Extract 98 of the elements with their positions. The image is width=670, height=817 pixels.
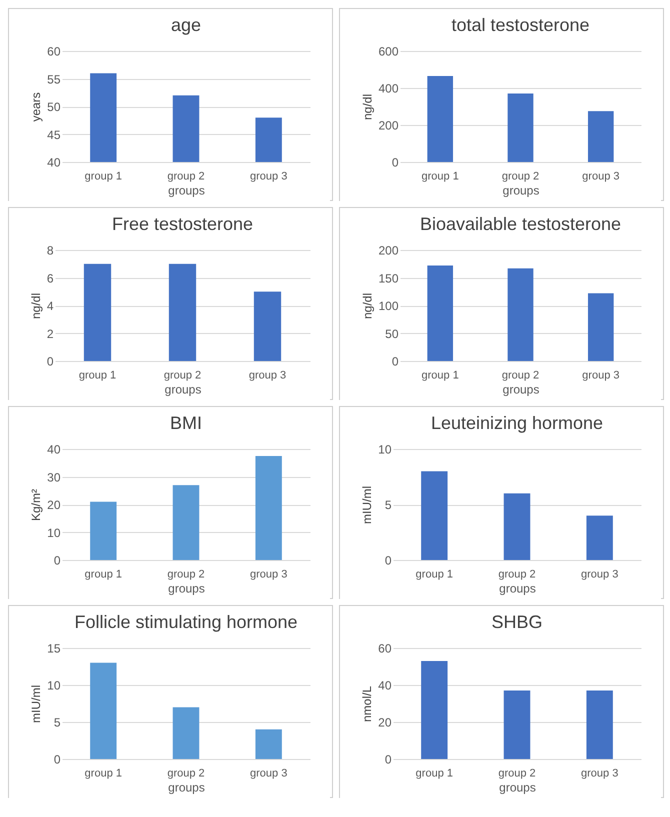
y-tick-label: 45 <box>47 128 61 142</box>
bar <box>427 266 454 361</box>
chart-title: Follicle stimulating hormone <box>74 612 298 632</box>
y-axis-title: mIU/ml <box>360 486 374 524</box>
y-tick-label: 40 <box>47 442 61 456</box>
y-tick-label: 10 <box>47 678 61 692</box>
x-tick-label: group 2 <box>167 170 205 182</box>
y-tick-label: 0 <box>384 554 392 568</box>
x-tick-label: group 1 <box>84 170 122 182</box>
x-axis-title: groups <box>168 184 205 198</box>
y-tick-label: 150 <box>378 271 399 286</box>
x-tick-label: group 1 <box>84 768 122 780</box>
x-axis-title: groups <box>499 780 536 794</box>
chart-title: Bioavailable testosterone <box>420 214 622 234</box>
x-tick-label: group 3 <box>581 768 618 780</box>
y-tick-label: 55 <box>47 72 61 86</box>
y-tick-label: 200 <box>378 244 399 258</box>
y-tick-label: 0 <box>392 156 399 170</box>
y-tick-label: 30 <box>47 470 61 484</box>
chart-title: Leuteinizing hormone <box>430 413 604 433</box>
bar <box>508 268 534 361</box>
y-tick-label: 0 <box>392 354 399 368</box>
x-tick-label: group 2 <box>164 370 202 382</box>
y-tick-label: 50 <box>47 100 61 114</box>
x-axis-title: groups <box>168 582 205 596</box>
bar <box>172 485 200 560</box>
y-axis-title: mIU/ml <box>29 685 44 723</box>
bar <box>586 516 613 560</box>
y-tick-label: 5 <box>54 716 61 730</box>
x-axis-title: groups <box>499 582 536 596</box>
bar <box>172 707 200 759</box>
x-tick-label: group 3 <box>582 370 620 382</box>
chart-title: Free testosterone <box>112 214 254 234</box>
x-tick-label: group 3 <box>250 170 288 182</box>
x-axis-title: groups <box>502 382 540 396</box>
y-tick-label: 50 <box>385 326 399 341</box>
x-tick-label: group 1 <box>422 370 459 382</box>
y-tick-label: 0 <box>384 752 392 766</box>
y-axis-title: ng/dl <box>28 292 43 320</box>
chart-title: BMI <box>170 413 202 433</box>
x-tick-label: group 1 <box>416 568 453 580</box>
y-axis-title: ng/dl <box>360 94 374 120</box>
bar <box>427 76 454 162</box>
bar <box>588 111 614 162</box>
chart-title: total testosterone <box>451 15 590 35</box>
chart-title: SHBG <box>491 612 543 632</box>
y-tick-label: 6 <box>46 271 54 286</box>
y-tick-label: 20 <box>378 716 392 730</box>
x-tick-label: group 1 <box>416 768 453 780</box>
x-tick-label: group 2 <box>498 768 536 780</box>
x-tick-label: group 2 <box>502 370 540 382</box>
y-tick-label: 2 <box>46 326 54 341</box>
y-tick-label: 600 <box>378 44 399 58</box>
x-tick-label: group 2 <box>167 768 205 780</box>
bar <box>504 493 530 560</box>
x-tick-label: group 3 <box>250 568 288 580</box>
y-tick-label: 60 <box>378 642 392 656</box>
y-axis-title: nmol/L <box>360 686 374 722</box>
y-tick-label: 100 <box>378 299 399 313</box>
y-tick-label: 8 <box>46 244 54 258</box>
x-tick-label: group 2 <box>498 568 536 580</box>
y-tick-label: 4 <box>46 299 54 313</box>
x-tick-label: group 3 <box>250 768 288 780</box>
bar <box>421 471 448 560</box>
y-tick-label: 0 <box>54 752 61 766</box>
bar <box>588 293 614 361</box>
x-tick-label: group 3 <box>581 568 618 580</box>
x-tick-label: group 3 <box>582 170 620 182</box>
y-tick-label: 0 <box>54 554 61 568</box>
y-tick-label: 15 <box>47 642 61 656</box>
y-tick-label: 40 <box>378 678 392 692</box>
y-tick-label: 400 <box>378 82 399 96</box>
chart-title: age <box>170 15 202 35</box>
x-tick-label: group 1 <box>78 370 116 382</box>
y-tick-label: 0 <box>46 354 54 368</box>
x-tick-label: group 1 <box>84 568 122 580</box>
y-tick-label: 5 <box>384 498 392 512</box>
x-tick-label: group 2 <box>167 568 205 580</box>
y-tick-label: 10 <box>47 526 61 540</box>
bar <box>508 94 534 162</box>
bar <box>90 502 117 560</box>
y-tick-label: 200 <box>378 118 399 132</box>
x-tick-label: group 3 <box>248 370 286 382</box>
y-tick-label: 40 <box>47 156 61 170</box>
y-axis-title: Kg/m² <box>29 488 44 522</box>
bar <box>90 662 117 759</box>
x-axis-title: groups <box>168 780 205 794</box>
bar <box>255 729 282 759</box>
x-tick-label: group 2 <box>502 170 540 182</box>
y-tick-label: 60 <box>47 44 61 58</box>
y-axis-title: years <box>29 92 44 122</box>
y-tick-label: 20 <box>47 498 61 512</box>
x-tick-label: group 1 <box>422 170 459 182</box>
x-axis-title: groups <box>502 184 540 198</box>
x-axis-title: groups <box>164 382 202 396</box>
y-tick-label: 10 <box>378 442 392 456</box>
bar <box>255 456 282 560</box>
y-axis-title: ng/dl <box>360 292 374 320</box>
